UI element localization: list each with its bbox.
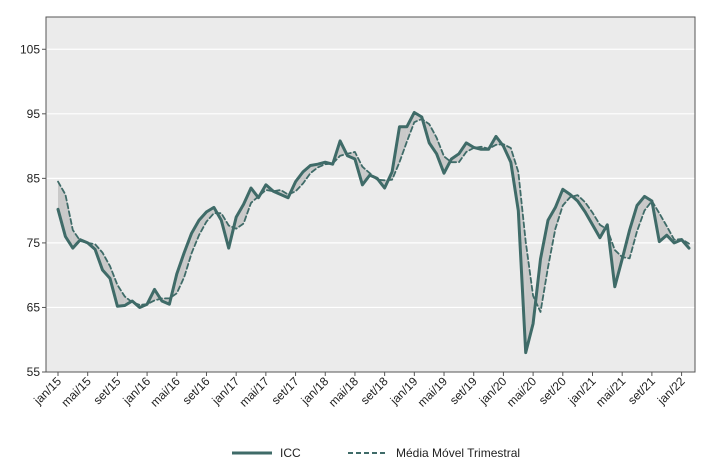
series-line-media-movel bbox=[57, 118, 690, 313]
legend-label-icc: ICC bbox=[280, 446, 301, 460]
y-tick-label: 105 bbox=[20, 42, 40, 56]
x-tick-label: jan/18 bbox=[298, 374, 332, 408]
x-tick-label: set/21 bbox=[625, 374, 658, 407]
x-tick-label: jan/22 bbox=[654, 374, 688, 408]
band-segment bbox=[302, 165, 311, 184]
x-tick-label: set/15 bbox=[90, 374, 123, 407]
band-segment bbox=[199, 211, 207, 236]
band-segment bbox=[540, 220, 548, 312]
x-tick-label: set/17 bbox=[269, 374, 302, 407]
band-segment bbox=[659, 213, 667, 242]
band-segment bbox=[547, 207, 556, 268]
band-segment bbox=[176, 252, 185, 294]
band-segment bbox=[191, 220, 200, 254]
legend: ICC Média Móvel Trimestral bbox=[0, 446, 719, 468]
band-segment bbox=[533, 259, 541, 324]
band-segment bbox=[399, 126, 407, 163]
band-segment bbox=[629, 205, 638, 259]
x-tick-label: jan/19 bbox=[387, 374, 421, 408]
solid-line-icon bbox=[232, 451, 272, 455]
legend-item-media-movel: Média Móvel Trimestral bbox=[348, 446, 520, 460]
y-axis-ticks: 55 65 75 85 95 105 bbox=[20, 42, 46, 379]
band-segment bbox=[243, 188, 252, 224]
x-tick-label: mai/18 bbox=[326, 374, 362, 410]
x-tick-label: jan/17 bbox=[209, 374, 243, 408]
x-tick-label: mai/15 bbox=[58, 374, 94, 410]
band-segment bbox=[429, 124, 437, 154]
x-tick-label: mai/16 bbox=[148, 374, 184, 410]
band-segment bbox=[58, 181, 66, 237]
band-segment bbox=[555, 189, 563, 229]
x-tick-label: mai/19 bbox=[415, 374, 451, 410]
legend-item-icc: ICC bbox=[232, 446, 301, 460]
band-segment bbox=[184, 233, 192, 278]
x-tick-label: jan/16 bbox=[119, 374, 153, 408]
band-segment bbox=[117, 284, 125, 307]
band-segment bbox=[592, 212, 600, 238]
band-segment bbox=[72, 230, 81, 249]
x-tick-label: jan/21 bbox=[565, 374, 599, 408]
x-tick-label: jan/20 bbox=[476, 374, 510, 408]
x-tick-label: set/16 bbox=[180, 374, 213, 407]
legend-label-media-movel: Média Móvel Trimestral bbox=[396, 446, 521, 460]
x-tick-label: set/20 bbox=[536, 374, 569, 407]
x-tick-label: mai/21 bbox=[593, 374, 629, 410]
plot-area bbox=[46, 17, 695, 372]
series-lines bbox=[56, 111, 691, 355]
y-tick-label: 95 bbox=[27, 107, 41, 121]
y-tick-label: 75 bbox=[27, 236, 41, 250]
y-tick-label: 65 bbox=[27, 300, 41, 314]
x-tick-label: set/19 bbox=[447, 374, 480, 407]
y-tick-label: 85 bbox=[27, 171, 41, 185]
x-axis-ticks: jan/15mai/15set/15jan/16mai/16set/16jan/… bbox=[30, 372, 688, 410]
x-tick-label: mai/17 bbox=[237, 374, 273, 410]
x-tick-label: mai/20 bbox=[504, 374, 540, 410]
dashed-line-icon bbox=[348, 452, 388, 454]
x-tick-label: jan/15 bbox=[30, 374, 64, 408]
y-tick-label: 55 bbox=[27, 365, 41, 379]
plot-border bbox=[45, 16, 696, 373]
x-tick-label: set/18 bbox=[358, 374, 391, 407]
